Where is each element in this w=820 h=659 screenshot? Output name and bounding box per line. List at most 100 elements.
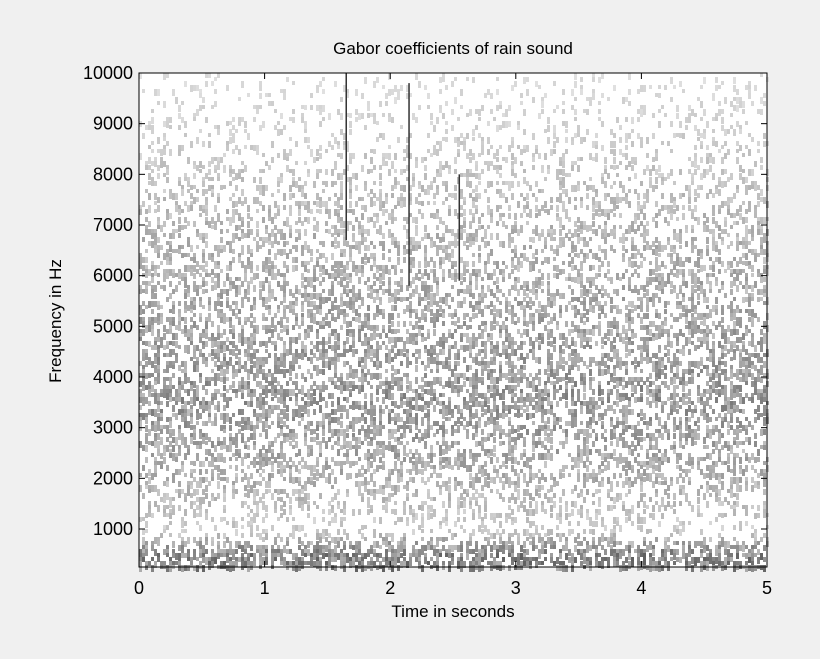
heat-cell [214, 273, 217, 278]
heat-cell [421, 281, 424, 286]
heat-cell [601, 285, 604, 291]
heat-cell [217, 273, 220, 279]
heat-cell [349, 129, 352, 135]
heat-cell [349, 249, 352, 256]
heat-cell [328, 365, 331, 370]
heat-cell [697, 185, 700, 190]
heat-cell [757, 317, 760, 322]
heat-cell [505, 333, 508, 338]
heat-cell [565, 137, 568, 143]
heat-cell [280, 113, 283, 119]
heat-cell [586, 317, 589, 322]
heat-cell [706, 365, 709, 372]
heat-cell [703, 133, 706, 139]
heat-cell [442, 333, 445, 337]
heat-cell [691, 297, 694, 302]
heat-cell [460, 373, 463, 378]
heat-cell [157, 221, 160, 228]
heat-cell [151, 261, 154, 267]
heat-cell [436, 233, 439, 239]
heat-cell [334, 329, 337, 336]
heat-cell [454, 241, 457, 248]
heat-cell [148, 125, 151, 130]
heat-cell [433, 313, 436, 317]
heat-cell [361, 373, 364, 379]
heat-cell [718, 357, 721, 362]
heat-cell [580, 357, 583, 362]
heat-cell [382, 341, 385, 345]
heat-cell [625, 197, 628, 204]
heat-cell [517, 369, 520, 375]
heat-cell [559, 269, 562, 275]
heat-cell [565, 233, 568, 238]
heat-cell [199, 285, 202, 289]
heat-cell [553, 109, 556, 113]
heat-cell [217, 309, 220, 315]
heat-cell [223, 185, 226, 189]
heat-cell [409, 321, 412, 326]
heat-cell [691, 173, 694, 178]
heat-cell [454, 365, 457, 371]
heat-cell [550, 293, 553, 299]
heat-cell [142, 353, 145, 359]
heat-cell [580, 249, 583, 254]
heat-cell [214, 221, 217, 225]
heat-cell [226, 141, 229, 145]
heat-cell [463, 137, 466, 143]
heat-cell [343, 233, 346, 238]
heat-cell [625, 249, 628, 253]
heat-cell [409, 93, 412, 97]
heat-cell [481, 377, 484, 381]
heat-cell [433, 273, 436, 277]
heat-cell [358, 265, 361, 272]
heat-cell [571, 329, 574, 333]
heat-cell [340, 113, 343, 120]
heat-cell [298, 185, 301, 192]
heat-cell [607, 193, 610, 197]
heat-cell [607, 269, 610, 274]
heat-cell [316, 345, 319, 352]
heat-cell [433, 241, 436, 247]
heat-cell [529, 313, 532, 317]
heat-cell [214, 261, 217, 265]
heat-cell [679, 349, 682, 354]
heat-cell [595, 209, 598, 216]
heat-cell [721, 237, 724, 242]
heat-cell [337, 281, 340, 285]
heat-cell [745, 349, 748, 355]
heat-cell [454, 261, 457, 267]
heat-cell [682, 293, 685, 297]
heat-cell [760, 197, 763, 202]
heat-cell [640, 205, 643, 209]
heat-cell [361, 297, 364, 302]
heat-cell [745, 273, 748, 279]
heat-cell [655, 213, 658, 218]
heat-cell [244, 293, 247, 299]
heat-cell [265, 325, 268, 330]
heat-cell [625, 237, 628, 241]
heat-cell [283, 241, 286, 247]
heat-cell [418, 297, 421, 304]
heat-cell [685, 305, 688, 310]
heat-cell [319, 109, 322, 115]
heat-cell [724, 377, 727, 381]
heat-cell [409, 313, 412, 318]
heat-cell [538, 281, 541, 286]
heat-cell [505, 225, 508, 229]
heat-cell [169, 385, 172, 390]
heat-cell [532, 385, 535, 392]
heat-cell [325, 257, 328, 263]
heat-cell [262, 241, 265, 247]
heat-cell [574, 117, 577, 121]
heat-cell [331, 265, 334, 271]
heat-cell [241, 365, 244, 369]
heat-cell [682, 373, 685, 378]
heat-cell [535, 373, 538, 380]
heat-cell [541, 101, 544, 108]
heat-cell [373, 165, 376, 170]
heat-cell [706, 245, 709, 252]
heat-cell [427, 289, 430, 293]
heat-cell [517, 201, 520, 208]
heat-cell [232, 301, 235, 305]
heat-cell [271, 273, 274, 280]
